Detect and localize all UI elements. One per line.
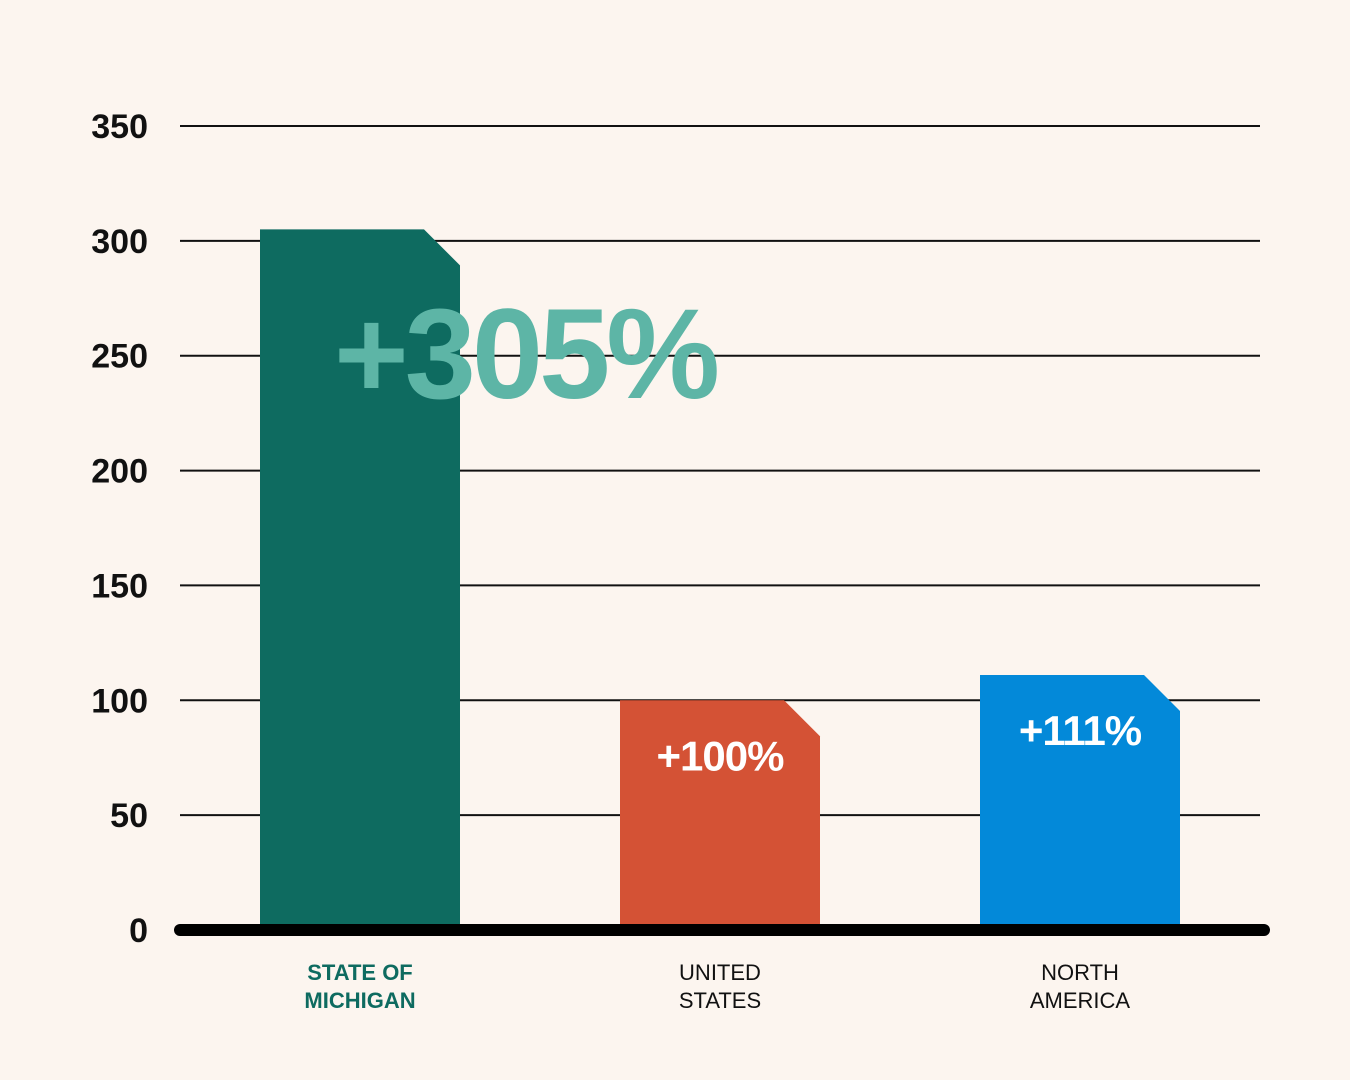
bars bbox=[260, 229, 1180, 930]
y-tick-label: 200 bbox=[91, 453, 148, 491]
category-label: NORTH bbox=[1041, 960, 1119, 985]
y-tick-label: 100 bbox=[91, 682, 148, 720]
category-label: UNITED bbox=[679, 960, 761, 985]
y-tick-label: 0 bbox=[129, 912, 148, 950]
y-tick-label: 350 bbox=[91, 108, 148, 146]
category-label: AMERICA bbox=[1030, 988, 1131, 1013]
data-label-0: +305% bbox=[334, 283, 717, 426]
data-label-2: +111% bbox=[1019, 707, 1142, 754]
category-label: MICHIGAN bbox=[304, 988, 415, 1013]
data-label-1: +100% bbox=[657, 732, 785, 779]
bar-1 bbox=[620, 700, 820, 930]
bar-2 bbox=[980, 675, 1180, 930]
y-tick-label: 50 bbox=[110, 797, 148, 835]
y-tick-label: 150 bbox=[91, 567, 148, 605]
bar-0 bbox=[260, 229, 460, 930]
y-tick-label: 250 bbox=[91, 338, 148, 376]
category-label: STATE OF bbox=[307, 960, 413, 985]
category-label: STATES bbox=[679, 988, 761, 1013]
y-tick-label: 300 bbox=[91, 223, 148, 261]
labels: 0 50 100 150 200 250 300 350 +305% +100% +111% STAT… bbox=[91, 108, 1143, 1013]
